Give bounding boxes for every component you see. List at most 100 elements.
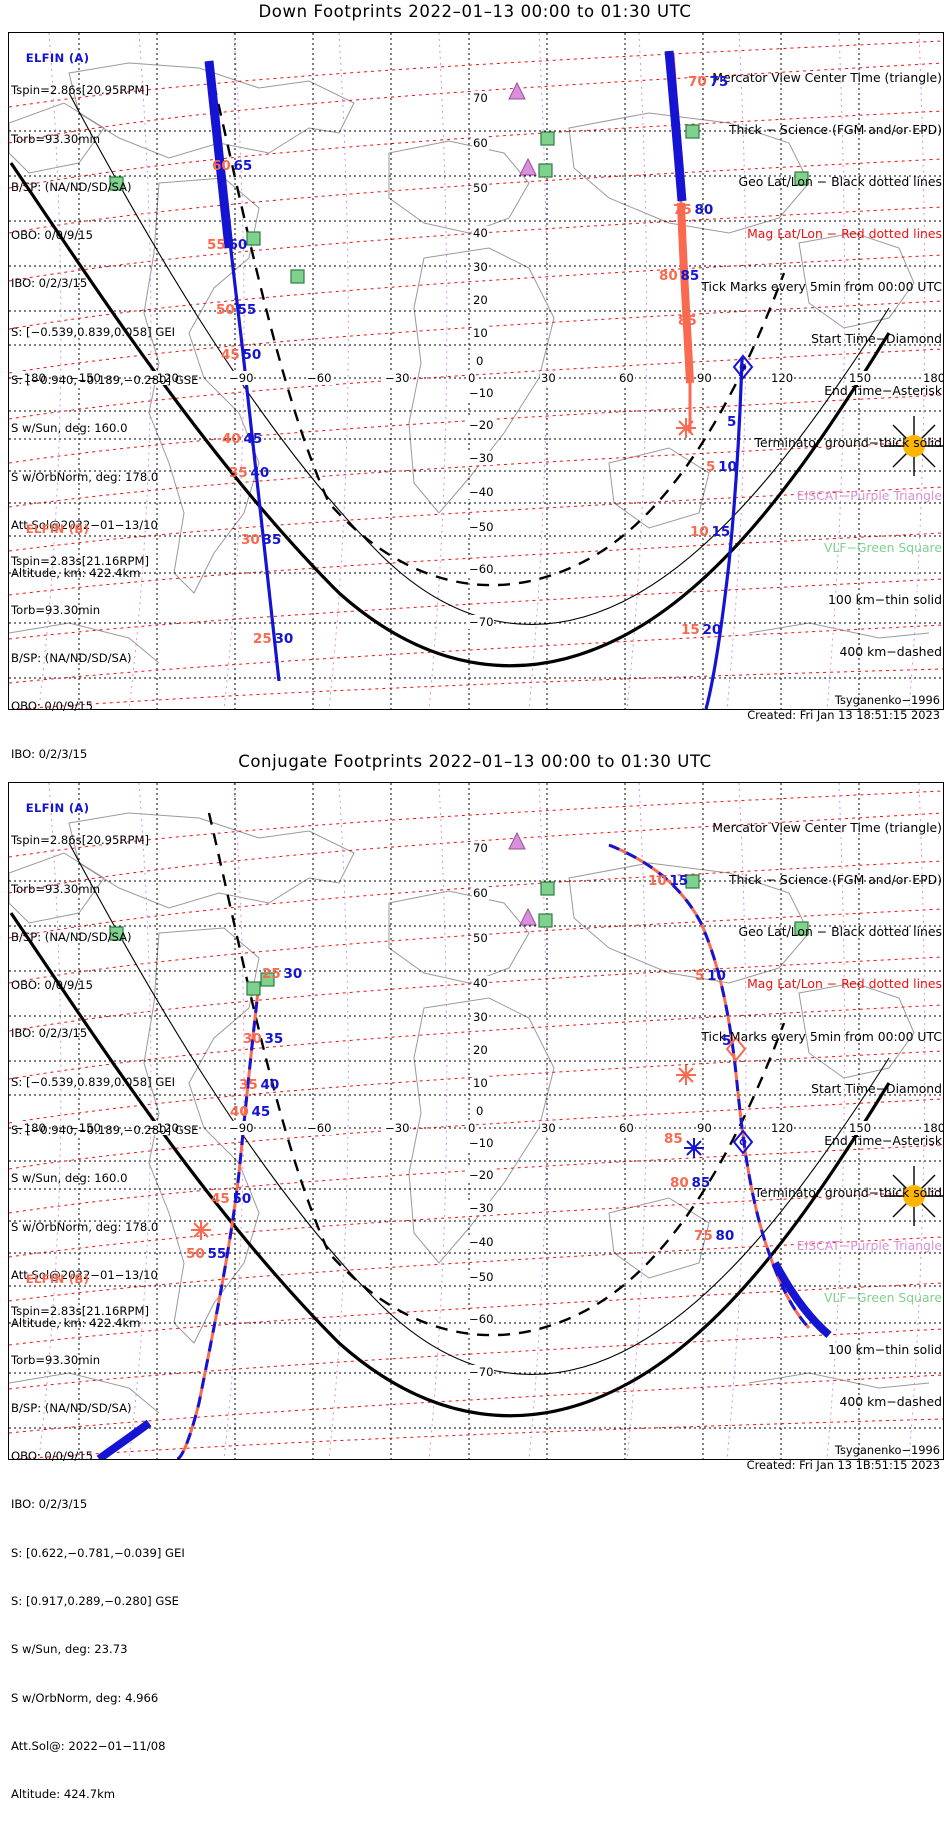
orbit-tick-label: 55 60 (207, 237, 247, 253)
orbit-tick-label-elfin-a: 10 (718, 459, 737, 475)
orbit-tick-label: 80 85 (659, 268, 699, 284)
elfin-a-line: OBO: 0/0/9/15 (11, 978, 93, 993)
orbit-tick-label: 25 30 (253, 631, 293, 647)
map-plot-area-top[interactable]: −180 −150 −120 −90 −60 −30 0 30 60 90 12… (8, 32, 944, 710)
orbit-tick-label-elfin-b: 50 (186, 1246, 205, 1262)
lat-tick--30: −30 (468, 451, 495, 465)
orbit-tick-label-elfin-b: 30 (241, 532, 260, 548)
orbit-tick-label: 30 35 (241, 532, 281, 548)
eiscat-triangle-marker (508, 81, 537, 176)
orbit-tick-label-elfin-a: 45 (251, 1104, 271, 1120)
legend-item: Geo Lat/Lon − Black dotted lines (738, 924, 942, 940)
elfin-b-info-bottom: ELFIN (B) Tspin=2.83s[21.16RPM] Torb=93.… (11, 1255, 185, 1834)
lon-tick--30-2: −30 (384, 1121, 411, 1135)
lon-tick--120-2: −120 (146, 1121, 180, 1135)
lon-tick-180: 180 (922, 371, 943, 385)
lon-tick-90-2: 90 (696, 1121, 713, 1135)
track-elfin-a-top-right (704, 357, 744, 709)
lat-tick-10: 10 (472, 326, 489, 340)
orbit-tick-label-elfin-b: 30 (243, 1031, 262, 1047)
orbit-tick-label-elfin-b: 5 (695, 968, 705, 984)
elfin-a-line: S: [−0.940,−0.189,−0.280] GSE (11, 372, 199, 387)
elfin-a-line: Torb=93.30min (11, 881, 101, 896)
elfin-a-line: S: [−0.539,0.839,0.058] GEI (11, 1074, 176, 1089)
orbit-tick-label-elfin-a: 55 (237, 302, 257, 318)
legend-item: Thick − Science (FGM and/or EPD) (728, 872, 942, 888)
orbit-tick-label-elfin-b: 40 (230, 1104, 249, 1120)
lat-tick--40: −40 (468, 485, 495, 499)
created-label-bottom: Created: Fri Jan 13 1B:51:15 2023 (746, 1458, 940, 1472)
lat-tick--60-2: −60 (468, 1312, 495, 1326)
orbit-tick-label: 5 (727, 414, 736, 430)
lat-tick-60-2: 60 (472, 886, 489, 900)
end-marker-asterisk-bottom (191, 1065, 704, 1240)
lon-tick--30: −30 (384, 371, 411, 385)
legend-item: Tick Marks every 5min from 00:00 UTC (701, 278, 942, 294)
lon-tick-30-2: 30 (540, 1121, 557, 1135)
lon-tick--150-2: −150 (68, 1121, 102, 1135)
lon-tick--120: −120 (146, 371, 180, 385)
lon-tick-60: 60 (618, 371, 635, 385)
track-elfin-a-bottom-right-thick (771, 1261, 832, 1339)
orbit-tick-label: 50 55 (186, 1246, 226, 1262)
legend-item: Mag Lat/Lon − Red dotted lines (747, 976, 942, 992)
map-plot-area-bottom[interactable]: −180 −150 −120 −90 −60 −30 0 30 60 90 12… (8, 782, 944, 1460)
elfin-a-line: Altitude, km: 422.4km (11, 1316, 141, 1331)
orbit-tick-label-elfin-b: 80 (659, 268, 678, 284)
orbit-tick-label-elfin-a: 10 (707, 968, 726, 984)
lon-tick--60-2: −60 (306, 1121, 333, 1135)
orbit-tick-label: 85 (664, 1131, 683, 1147)
elfin-b-header: ELFIN (B) (25, 522, 90, 537)
orbit-tick-label: 80 85 (670, 1175, 710, 1191)
map-svg-bottom (9, 783, 943, 1459)
vlf-square-marker-2 (109, 874, 809, 996)
lon-tick--90-2: −90 (228, 1121, 255, 1135)
orbit-tick-label-elfin-b: 45 (221, 347, 240, 363)
lat-tick-20: 20 (472, 293, 489, 307)
elfin-b-line: Tspin=2.83s[21.16RPM] (11, 554, 149, 569)
elfin-a-line: Tspin=2.86s[20.95RPM] (11, 83, 149, 98)
lon-tick--180: −180 (13, 371, 47, 385)
legend-item: End Time−Asterisk (824, 383, 942, 399)
elfin-b-line: OBO: 0/0/9/15 (11, 1449, 93, 1464)
orbit-tick-label-elfin-a: 35 (262, 532, 282, 548)
lat-tick-50-2: 50 (472, 931, 489, 945)
orbit-tick-label: 25 30 (262, 966, 302, 982)
orbit-tick-label: 10 15 (690, 524, 730, 540)
legend-item: Thick − Science (FGM and/or EPD) (728, 122, 942, 138)
orbit-tick-label: 15 20 (681, 622, 721, 638)
mag-grid-bottom (9, 790, 943, 1459)
lat-tick-40-2: 40 (472, 976, 489, 990)
lon-tick-0: 0 (467, 371, 477, 385)
vlf-square-marker (109, 124, 809, 284)
orbit-tick-label-elfin-b: 80 (670, 1175, 689, 1191)
orbit-tick-label: 50 55 (216, 302, 256, 318)
elfin-a-line: IBO: 0/2/3/15 (11, 1026, 88, 1041)
lat-tick-0: 0 (475, 354, 485, 368)
elfin-b-line: S: [0.917,0.289,−0.280] GSE (11, 1593, 180, 1608)
legend-item: Terminator ground−thick solid (754, 1185, 942, 1201)
track-elfin-a-bottom-left (176, 982, 261, 1459)
lat-tick--50-2: −50 (468, 1270, 495, 1284)
elfin-a-line: S w/Sun, deg: 160.0 (11, 1171, 128, 1186)
elfin-b-line: Torb=93.30min (11, 602, 101, 617)
orbit-tick-label-elfin-b: 25 (253, 631, 272, 647)
orbit-tick-label-elfin-a: 15 (669, 873, 689, 889)
elfin-b-line: Altitude: 424.7km (11, 1787, 116, 1802)
page-title-2: Conjugate Footprints 2022–01–13 00:00 to… (238, 752, 712, 771)
orbit-tick-label-elfin-a: 40 (260, 1077, 280, 1093)
elfin-a-line: S w/OrbNorm, deg: 178.0 (11, 1219, 159, 1234)
orbit-tick-label-elfin-a: 35 (264, 1031, 284, 1047)
orbit-tick-label-elfin-a: 80 (694, 202, 714, 218)
elfin-b-line: OBO: 0/0/9/15 (11, 699, 93, 714)
lat-tick--70-2: −70 (468, 1365, 495, 1379)
track-elfin-a-top-left-thick (204, 60, 234, 249)
orbit-tick-label-elfin-b: 75 (673, 202, 692, 218)
terminator-ground-top (9, 162, 891, 668)
end-marker-asterisk-top (676, 418, 696, 438)
orbit-tick-label-elfin-b: 40 (222, 431, 241, 447)
orbit-tick-label-elfin-a: 45 (243, 431, 263, 447)
orbit-tick-label-elfin-a: 20 (702, 622, 722, 638)
track-elfin-a-top-right-thick (664, 50, 687, 202)
orbit-tick-label-elfin-b: 85 (664, 1131, 683, 1147)
